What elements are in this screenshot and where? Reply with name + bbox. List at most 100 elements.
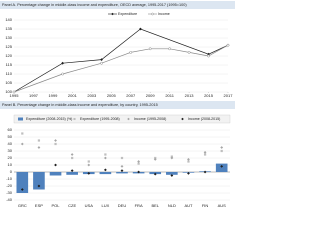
x-tick-label: 2005 — [107, 93, 117, 98]
x-tick-label: 2003 — [87, 93, 97, 98]
point — [37, 139, 41, 142]
y-tick-label: 135 — [5, 26, 12, 31]
point — [203, 153, 207, 156]
series-line — [13, 28, 229, 93]
point — [120, 165, 124, 168]
legend-marker — [181, 117, 184, 121]
point — [220, 146, 224, 149]
legend-swatch — [18, 117, 23, 121]
legend-marker — [73, 117, 76, 121]
point — [220, 165, 224, 168]
y-tick-label: 110 — [6, 71, 13, 76]
point — [37, 184, 41, 188]
point — [54, 142, 57, 146]
legend-box — [13, 114, 231, 124]
y-tick-label: 120 — [5, 53, 12, 58]
y-tick-label: 0 — [10, 169, 13, 174]
legend-marker — [111, 12, 114, 16]
legend-label: Expenditure (2008-2015) (%) — [26, 117, 72, 121]
x-tick-label: AUT — [184, 203, 193, 208]
x-tick-label: FIN — [202, 203, 209, 208]
bar — [116, 172, 128, 174]
y-tick-label: 10 — [8, 162, 13, 167]
y-tick-label: 125 — [5, 44, 12, 49]
point — [37, 146, 41, 149]
panel-title: Panel B. Percentage change in middle-cla… — [2, 103, 158, 107]
x-tick-label: CZE — [68, 203, 76, 208]
y-tick-label: -10 — [6, 176, 13, 181]
point — [70, 153, 74, 156]
x-tick-label: LUX — [101, 203, 109, 208]
y-tick-label: 50 — [8, 134, 13, 139]
bar — [166, 172, 178, 175]
panel-title: Panel A. Percentage change in middle-cla… — [2, 3, 187, 7]
point — [148, 47, 152, 51]
legend-label: Income (2008-2015) — [188, 117, 220, 121]
point — [87, 163, 91, 167]
point — [61, 72, 65, 76]
point — [120, 169, 124, 172]
x-tick-label: USA — [85, 203, 94, 208]
x-tick-label: 2017 — [224, 93, 234, 98]
x-tick-label: 1995 — [10, 93, 20, 98]
panel-header — [0, 101, 235, 109]
series-line — [13, 44, 229, 93]
legend-label: Income — [158, 12, 170, 16]
point — [170, 156, 174, 160]
point — [187, 172, 190, 175]
y-tick-label: -20 — [6, 183, 13, 188]
y-tick-label: 100 — [5, 89, 12, 94]
point — [103, 168, 107, 172]
point — [207, 54, 210, 58]
y-tick-label: 40 — [8, 141, 13, 146]
x-tick-label: 2011 — [165, 93, 174, 98]
legend-label: Expenditure (1995-2008) — [80, 117, 120, 121]
bar — [16, 172, 29, 193]
x-tick-label: 1997 — [29, 93, 39, 98]
bar — [33, 172, 45, 190]
legend-label: Income (1995-2008) — [134, 117, 166, 121]
point — [226, 43, 230, 47]
x-tick-label: NLD — [168, 203, 176, 208]
figure: Panel A. Percentage change in middle-cla… — [0, 1, 235, 208]
x-tick-label: FRA — [135, 203, 143, 208]
point — [71, 156, 74, 160]
y-tick-label: 140 — [5, 17, 12, 22]
point — [187, 160, 190, 163]
bar — [66, 172, 78, 175]
point — [203, 170, 207, 174]
point — [104, 153, 107, 156]
point — [100, 58, 103, 61]
point — [61, 61, 65, 65]
y-tick-label: 20 — [8, 155, 13, 160]
legend-marker — [151, 12, 154, 16]
x-tick-label: 2001 — [68, 93, 78, 98]
point — [54, 139, 57, 142]
y-tick-label: 130 — [5, 35, 12, 40]
point — [137, 160, 141, 163]
point — [203, 151, 207, 154]
point — [168, 47, 172, 51]
point — [153, 158, 157, 161]
point — [153, 172, 157, 176]
point — [54, 163, 57, 167]
point — [137, 162, 140, 165]
legend-label: Expenditure — [118, 12, 137, 16]
point — [187, 158, 190, 161]
point — [87, 172, 91, 175]
x-tick-label: DEU — [118, 203, 127, 208]
y-tick-label: 60 — [8, 127, 13, 132]
point — [20, 142, 24, 146]
bar — [49, 172, 62, 176]
point — [137, 170, 141, 174]
point — [20, 188, 24, 191]
point — [70, 169, 74, 172]
point — [120, 156, 124, 160]
x-tick-label: POL — [52, 203, 61, 208]
x-tick-label: 2013 — [185, 93, 195, 98]
point — [139, 27, 142, 31]
point — [170, 174, 174, 177]
point — [87, 160, 90, 163]
point — [100, 61, 103, 65]
x-tick-label: BEL — [151, 203, 159, 208]
